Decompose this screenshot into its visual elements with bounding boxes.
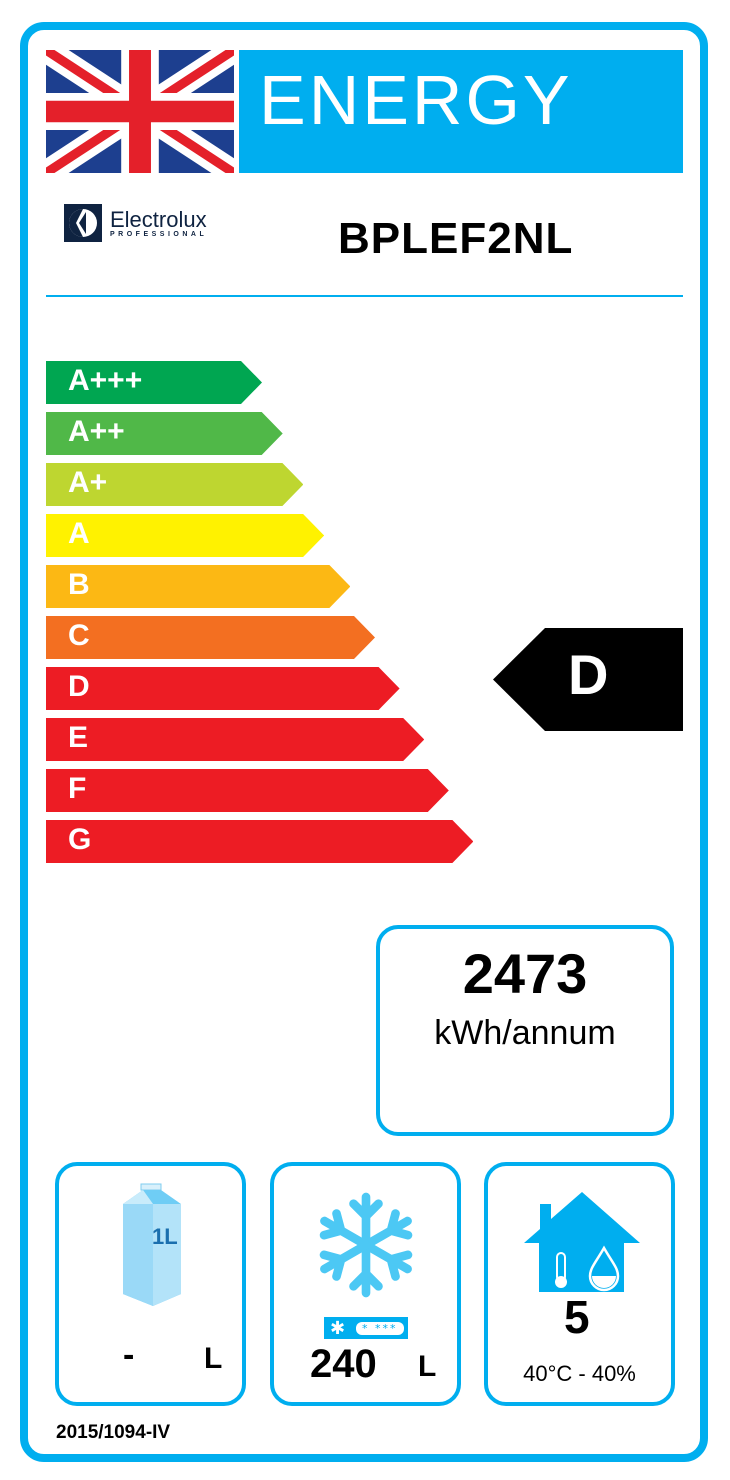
energy-class-bar: F [46,769,449,812]
energy-class-bar: G [46,820,474,863]
house-climate-icon [524,1192,640,1292]
energy-class-arrow [46,718,425,761]
energy-class-bar: E [46,718,425,761]
milk-carton-icon [123,1183,181,1306]
energy-class-bar: A [46,514,325,557]
energy-class-arrow [46,514,325,557]
energy-class-arrow [46,565,351,608]
energy-title: ENERGY [239,50,683,173]
brand-name: Electrolux [110,206,207,232]
energy-class-arrow [46,463,304,506]
energy-class-label: D [68,670,90,703]
climate-class-box: 5 40°C - 40% [484,1162,675,1406]
energy-class-arrow [46,412,283,455]
energy-class-label: G [68,823,92,856]
divider [46,295,683,297]
energy-class-arrow [46,616,375,659]
energy-class-label: C [68,619,90,652]
fresh-volume-unit: L [204,1342,223,1375]
energy-class-bar: A++ [46,412,283,455]
electrolux-logo-icon [64,204,102,242]
brand-logo: Electrolux PROFESSIONAL [64,204,207,242]
stars-label: * *** [356,1321,404,1335]
climate-conditions: 40°C - 40% [523,1361,636,1386]
energy-class-bar: B [46,565,351,608]
uk-flag-icon [46,50,234,173]
energy-class-bar: A+++ [46,361,262,404]
energy-class-label: B [68,568,90,601]
rating-label: D [568,643,609,706]
energy-class-label: E [68,721,89,754]
energy-class-label: A [68,517,90,550]
energy-class-label: A++ [68,415,125,448]
snowflake-icon [318,1192,414,1300]
regulation-reference: 2015/1094-IV [56,1422,171,1443]
star-icon: ✱ [330,1317,346,1339]
energy-class-arrow [46,361,262,404]
freezer-star-rating: ✱ * *** [324,1317,408,1339]
label-frame [20,22,708,1462]
climate-class-value: 5 [564,1291,590,1343]
frozen-volume-value: 240 [310,1342,377,1386]
frozen-volume-unit: L [418,1350,437,1383]
energy-class-label: A+ [68,466,108,499]
brand-subline: PROFESSIONAL [110,230,208,238]
energy-class-label: A+++ [68,364,143,397]
model-number: BPLEF2NL [338,214,574,263]
energy-class-bar: C [46,616,375,659]
energy-class-bar: A+ [46,463,304,506]
consumption-box: 2473 kWh/annum [376,925,674,1136]
fresh-volume-value: - [123,1336,135,1374]
energy-class-arrow [46,769,449,812]
energy-class-arrow [46,820,474,863]
fresh-volume-box: 1L - L [55,1162,246,1406]
carton-label: 1L [152,1224,178,1249]
energy-class-label: F [68,772,87,805]
rating-indicator: D [493,628,683,731]
frozen-volume-box: ✱ * *** 240 L [270,1162,461,1406]
energy-class-arrow [46,667,400,710]
consumption-value: 2473 [462,942,588,1005]
consumption-unit: kWh/annum [434,1014,616,1052]
energy-class-bar: D [46,667,400,710]
